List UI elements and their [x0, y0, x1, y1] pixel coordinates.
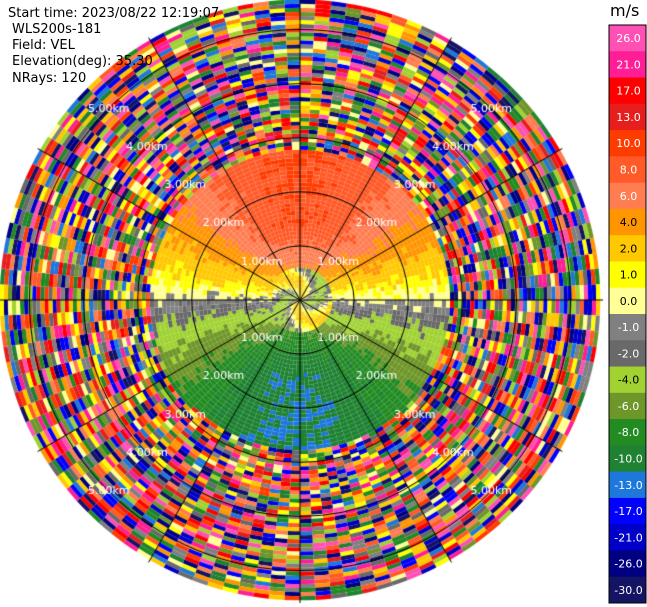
colorbar-bin: [609, 261, 646, 289]
colorbar-title: m/s: [610, 1, 640, 20]
colorbar-tick-label: 26.0: [616, 32, 641, 45]
colorbar-tick-label: 6.0: [620, 190, 638, 203]
colorbar-bin: [609, 497, 646, 525]
colorbar-tick-label: -8.0: [618, 426, 639, 439]
start-time-label: Start time: 2023/08/22 12:19:07: [8, 6, 220, 21]
colorbar-bin: [609, 77, 646, 105]
colorbar-bin: [609, 51, 646, 79]
colorbar-bin: [609, 550, 646, 578]
colorbar-bin: [609, 419, 646, 446]
colorbar-tick-label: 1.0: [620, 269, 638, 282]
colorbar-tick-label: -1.0: [618, 321, 639, 334]
colorbar-tick-label: 0.0: [620, 295, 638, 308]
colorbar-bin: [609, 340, 646, 368]
colorbar-tick-label: 21.0: [616, 58, 641, 71]
colorbar-bin: [609, 366, 646, 394]
colorbar-tick-label: -30.0: [614, 584, 642, 597]
colorbar-bin: [609, 130, 646, 157]
colorbar-tick-label: 2.0: [620, 242, 638, 255]
colorbar-tick-label: -13.0: [614, 479, 642, 492]
colorbar-tick-label: -4.0: [618, 374, 639, 387]
colorbar-bin: [609, 314, 646, 341]
elevation-label: Elevation(deg): 35.30: [12, 54, 153, 69]
colorbar-bin: [609, 576, 646, 604]
colorbar-bin: [609, 392, 646, 420]
nrays-label: NRays: 120: [12, 71, 87, 86]
colorbar-bin: [609, 235, 646, 262]
colorbar-tick-label: -2.0: [618, 347, 639, 360]
colorbar-tick-label: 17.0: [616, 85, 641, 98]
colorbar-tick-label: 4.0: [620, 216, 638, 229]
instrument-label: WLS200s-181: [12, 22, 102, 37]
colorbar-tick-label: 10.0: [616, 137, 641, 150]
colorbar-bin: [609, 182, 646, 210]
colorbar-bin: [609, 524, 646, 551]
colorbar-bin: [609, 103, 646, 131]
colorbar-tick-label: -21.0: [614, 531, 642, 544]
colorbar-tick-label: -26.0: [614, 558, 642, 571]
colorbar-bin: [609, 208, 646, 236]
colorbar-tick-label: -6.0: [618, 400, 639, 413]
colorbar-bin: [609, 156, 646, 184]
colorbar-tick-label: 8.0: [620, 164, 638, 177]
colorbar-bin: [609, 25, 646, 52]
colorbar-bin: [609, 445, 646, 473]
colorbar-tick-label: 13.0: [616, 111, 641, 124]
field-label: Field: VEL: [12, 38, 75, 53]
colorbar-tick-label: -17.0: [614, 505, 642, 518]
colorbar-tick-label: -10.0: [614, 453, 642, 466]
colorbar-frame: [608, 24, 647, 604]
colorbar-bin: [609, 287, 646, 315]
colorbar-bin: [609, 471, 646, 499]
